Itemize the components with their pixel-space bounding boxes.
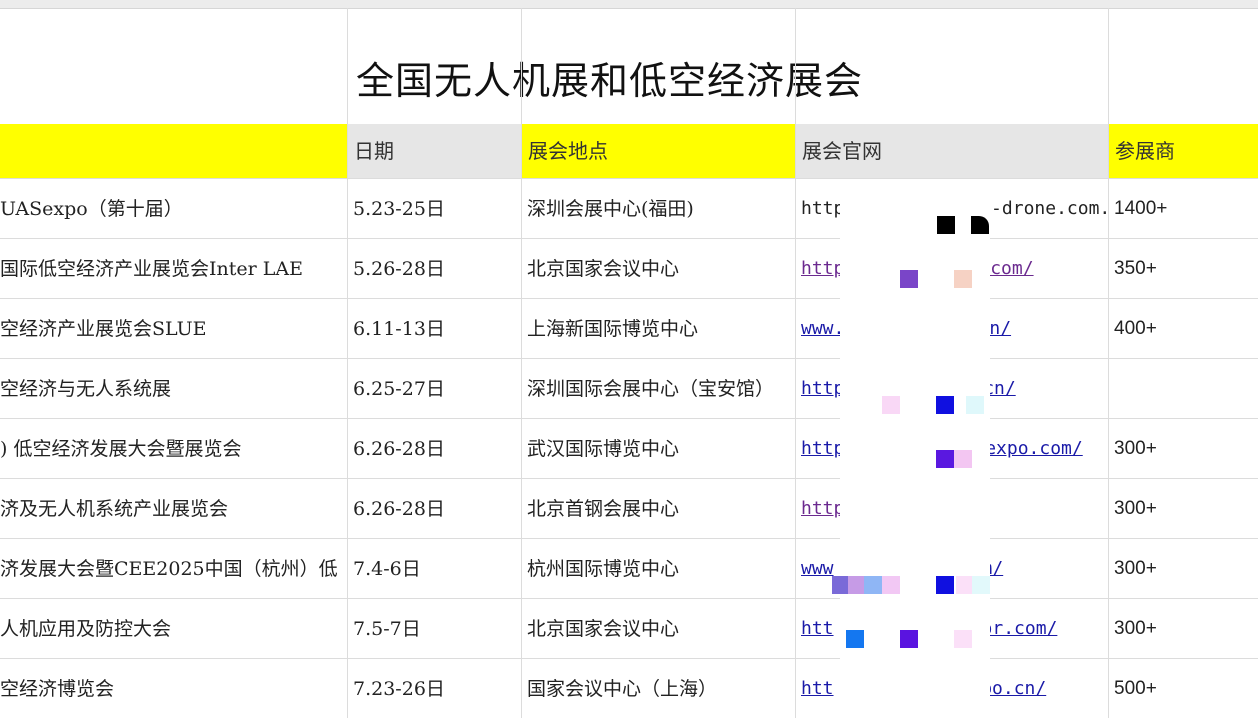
cell-date[interactable]: 6.26-28日 <box>353 498 445 520</box>
website-link-start[interactable]: http <box>801 438 845 459</box>
grid-line <box>347 8 348 718</box>
cell-venue[interactable]: 武汉国际博览中心 <box>527 438 680 460</box>
title-row[interactable]: 全国无人机展和低空经济展会 <box>0 8 1258 124</box>
redaction-pixel <box>864 576 882 594</box>
grid-line <box>521 8 522 718</box>
header-row: 日期 展会地点 展会官网 参展商 <box>0 124 1258 178</box>
redaction-pixel <box>966 396 984 414</box>
table-row: 空经济产业展览会SLUE 6.11-13日 上海新国际博览中心 www.uavm… <box>0 299 1258 359</box>
redaction-pixel <box>936 576 954 594</box>
cell-venue[interactable]: 杭州国际博览中心 <box>527 558 680 580</box>
grid-line <box>0 658 1258 659</box>
table-row: 空经济与无人系统展 6.25-27日 深圳国际会展中心（宝安馆） http: cn… <box>0 359 1258 419</box>
redaction-pixel <box>972 576 990 594</box>
table-row: 空经济博览会 7.23-26日 国家会议中心（上海） htt expo.cn/ 5… <box>0 659 1258 719</box>
website-text-end: a-drone.com. <box>980 198 1108 219</box>
website-link-end[interactable]: cn/ <box>983 378 1016 399</box>
table-row: 济及无人机系统产业展览会 6.26-28日 北京首钢会展中心 httpe 300… <box>0 479 1258 539</box>
cell-website[interactable]: http gexpo.com/ <box>796 419 1108 479</box>
redaction-pixel <box>848 576 866 594</box>
cell-exhibitors[interactable]: 300+ <box>1114 618 1157 639</box>
cell-name[interactable]: UASexpo（第十届） <box>0 198 183 220</box>
cell-exhibitors[interactable]: 1400+ <box>1114 198 1168 219</box>
cell-date[interactable]: 7.4-6日 <box>353 558 421 580</box>
redaction-pixel <box>882 576 900 594</box>
cell-venue[interactable]: 北京国家会议中心 <box>527 258 680 280</box>
redaction-pixel <box>971 216 989 234</box>
cell-date[interactable]: 5.26-28日 <box>353 258 445 280</box>
grid-line <box>795 8 796 718</box>
table-row: 济发展大会暨CEE2025中国（杭州）低 7.4-6日 杭州国际博览中心 www… <box>0 539 1258 599</box>
grid-line <box>0 178 1258 179</box>
cell-venue[interactable]: 上海新国际博览中心 <box>527 318 699 340</box>
cell-name[interactable]: 空经济产业展览会SLUE <box>0 318 207 340</box>
cell-exhibitors[interactable]: 300+ <box>1114 558 1157 579</box>
redaction-pixel <box>936 396 954 414</box>
cell-name[interactable]: 国际低空经济产业展览会Inter LAE <box>0 258 303 280</box>
table-row: ) 低空经济发展大会暨展览会 6.26-28日 武汉国际博览中心 http gex… <box>0 419 1258 479</box>
header-exhibitors[interactable]: 参展商 <box>1109 124 1258 178</box>
redaction-pixel <box>900 270 918 288</box>
cell-name[interactable]: 人机应用及防控大会 <box>0 618 172 640</box>
cell-date[interactable]: 7.5-7日 <box>353 618 421 640</box>
redaction-pixel <box>832 576 850 594</box>
grid-line <box>0 418 1258 419</box>
cell-name[interactable]: 空经济博览会 <box>0 678 115 700</box>
redaction-pixel <box>846 630 864 648</box>
redaction-pixel <box>956 576 974 594</box>
cell-exhibitors[interactable]: 500+ <box>1114 678 1157 699</box>
cell-name[interactable]: 空经济与无人系统展 <box>0 378 172 400</box>
grid-line <box>0 538 1258 539</box>
cell-date[interactable]: 6.25-27日 <box>353 378 445 400</box>
header-name[interactable] <box>0 124 347 178</box>
redaction-pixel <box>936 450 954 468</box>
cell-date[interactable]: 5.23-25日 <box>353 198 445 220</box>
website-link-start[interactable]: htt <box>801 678 834 699</box>
website-link-end[interactable]: or.com/ <box>981 618 1058 639</box>
cell-exhibitors[interactable]: 400+ <box>1114 318 1157 339</box>
cell-name[interactable]: ) 低空经济发展大会暨展览会 <box>0 438 242 460</box>
redaction-pixel <box>954 630 972 648</box>
website-link-end[interactable]: gexpo.com/ <box>974 438 1083 459</box>
table-row: 人机应用及防控大会 7.5-7日 北京国家会议中心 htt or.com/ 300… <box>0 599 1258 659</box>
cell-venue[interactable]: 北京首钢会展中心 <box>527 498 680 520</box>
website-link-start[interactable]: http <box>801 498 845 519</box>
header-date[interactable]: 日期 <box>348 124 521 178</box>
cell-date[interactable]: 7.23-26日 <box>353 678 445 700</box>
table-row: UASexpo（第十届） 5.23-25日 深圳会展中心(福田) https:/… <box>0 179 1258 239</box>
cell-exhibitors[interactable] <box>1109 359 1258 419</box>
header-venue[interactable]: 展会地点 <box>522 124 795 178</box>
cell-exhibitors[interactable]: 300+ <box>1114 438 1157 459</box>
redaction-pixel <box>954 450 972 468</box>
website-link-start[interactable]: www <box>801 558 834 579</box>
redaction-pixel <box>900 630 918 648</box>
grid-line <box>0 238 1258 239</box>
cell-venue[interactable]: 深圳会展中心(福田) <box>527 198 694 220</box>
column-header-strip <box>0 0 1258 9</box>
cell-venue[interactable]: 深圳国际会展中心（宝安馆） <box>527 378 775 400</box>
cell-venue[interactable]: 国家会议中心（上海） <box>527 678 718 700</box>
grid-line <box>0 478 1258 479</box>
website-link-start[interactable]: htt <box>801 618 834 639</box>
redaction-pixel <box>954 270 972 288</box>
redaction-pixel <box>882 396 900 414</box>
grid-line <box>0 598 1258 599</box>
grid-line <box>1108 8 1109 718</box>
cell-name[interactable]: 济发展大会暨CEE2025中国（杭州）低 <box>0 558 338 580</box>
redaction-pixel <box>937 216 955 234</box>
cell-website[interactable]: htt or.com/ <box>796 599 1108 659</box>
table-row: 国际低空经济产业展览会Inter LAE 5.26-28日 北京国家会议中心 h… <box>0 239 1258 299</box>
grid-line <box>0 358 1258 359</box>
cell-name[interactable]: 济及无人机系统产业展览会 <box>0 498 229 520</box>
header-website[interactable]: 展会官网 <box>796 124 1108 178</box>
cell-exhibitors[interactable]: 350+ <box>1114 258 1157 279</box>
cell-venue[interactable]: 北京国家会议中心 <box>527 618 680 640</box>
cell-date[interactable]: 6.11-13日 <box>353 318 445 340</box>
sheet-title: 全国无人机展和低空经济展会 <box>356 59 864 103</box>
grid-line <box>0 298 1258 299</box>
cell-exhibitors[interactable]: 300+ <box>1114 498 1157 519</box>
cell-date[interactable]: 6.26-28日 <box>353 438 445 460</box>
